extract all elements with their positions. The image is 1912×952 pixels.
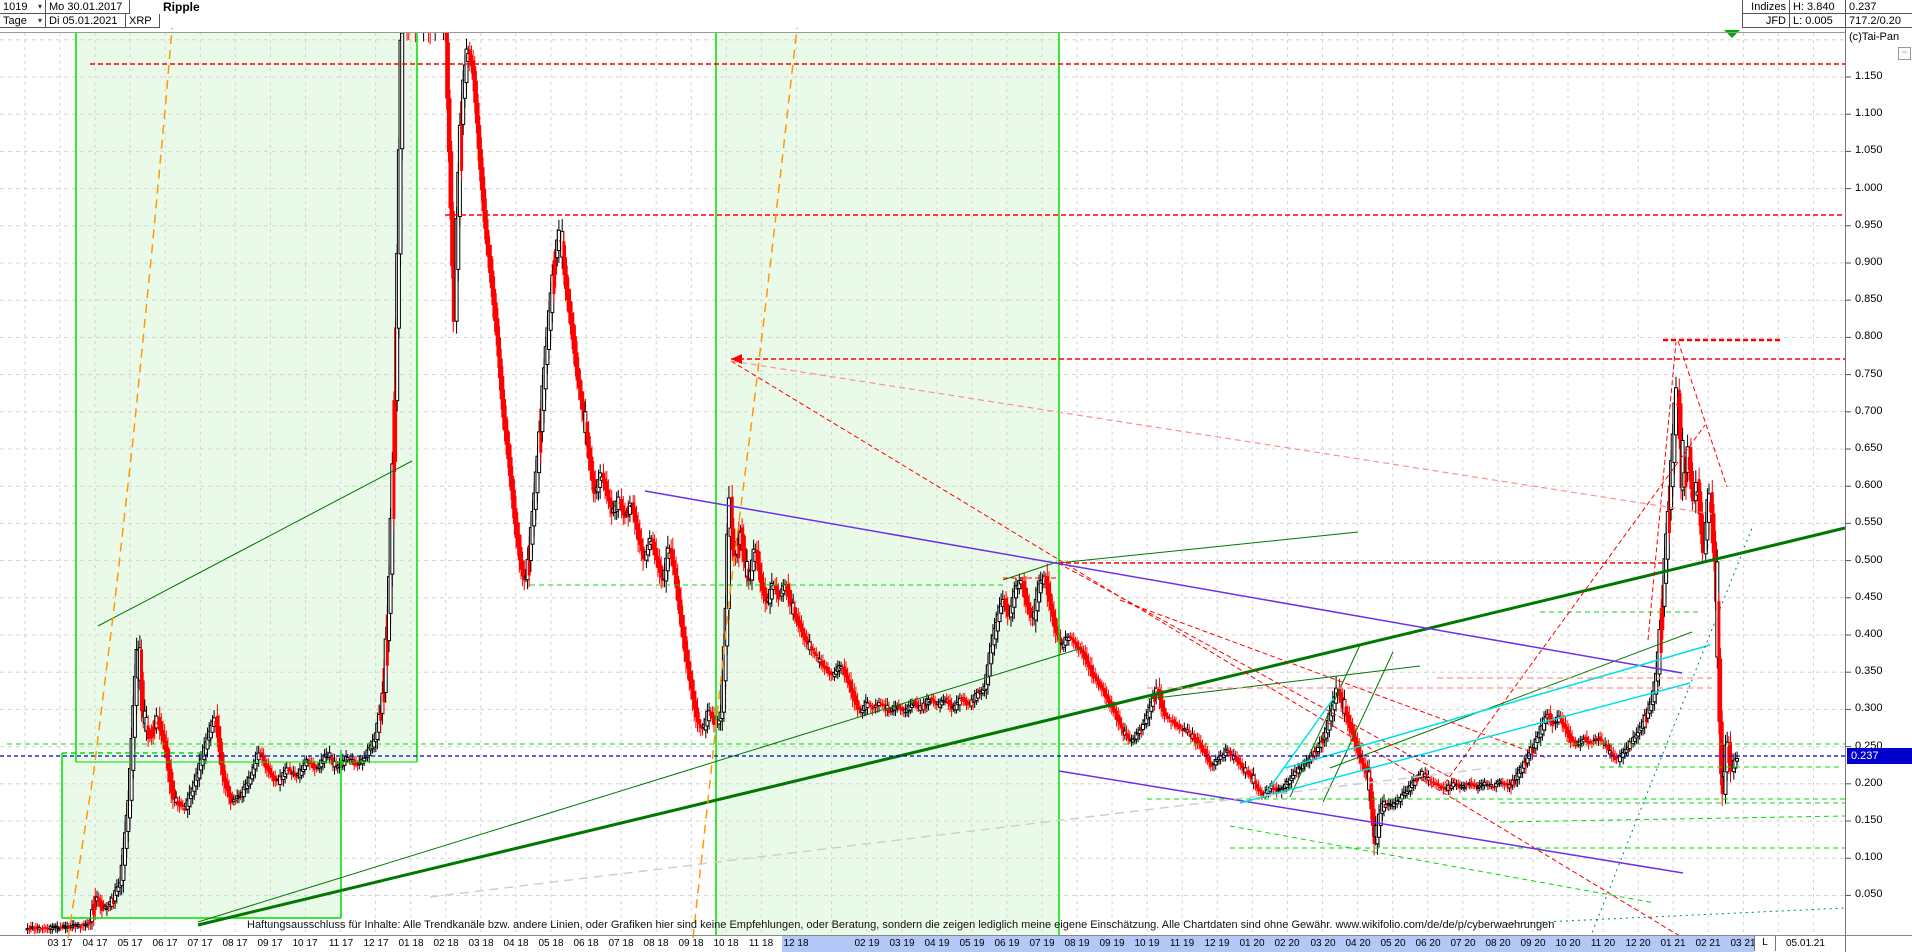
price-label: 0.050	[1855, 888, 1883, 900]
price-label: 0.300	[1855, 702, 1883, 714]
chevron-down-icon: ▾	[37, 16, 42, 25]
symbol-field[interactable]: XRP	[126, 14, 160, 28]
date-label: 09 17	[257, 938, 283, 949]
price-label: 0.900	[1855, 256, 1883, 268]
date-label: 06 18	[573, 938, 599, 949]
disclaimer-text: Haftungsausschluss für Inhalte: Alle Tre…	[247, 919, 1555, 931]
date-label: 07 17	[187, 938, 213, 949]
period-value: Tage	[3, 14, 27, 27]
date-label: 05 17	[117, 938, 143, 949]
price-label: 0.200	[1855, 777, 1883, 789]
date-label: 09 20	[1520, 938, 1546, 949]
date-label: 08 20	[1485, 938, 1511, 949]
date-label: 04 18	[503, 938, 529, 949]
quote-value-2: 717.2/0.20	[1846, 14, 1912, 28]
bars-count-dropdown[interactable]: 1019 ▾	[0, 0, 46, 14]
date-label: 05 19	[959, 938, 985, 949]
date-label: 10 20	[1555, 938, 1581, 949]
date-label: 01 20	[1239, 938, 1265, 949]
price-label: 0.850	[1855, 293, 1883, 305]
date-label: 10 18	[713, 938, 739, 949]
date-label: 01 21	[1660, 938, 1686, 949]
date-label: 10 19	[1134, 938, 1160, 949]
period-low-label: L: 0.005	[1790, 14, 1846, 28]
price-label: 0.100	[1855, 851, 1883, 863]
date-axis[interactable]: 03 17 04 17 05 17 06 17 07 17 08 17 09 17 10 17…	[0, 936, 1912, 952]
price-label: 1.050	[1855, 144, 1883, 156]
date-label: 03 20	[1310, 938, 1336, 949]
quote-source-1: Indizes	[1742, 0, 1790, 14]
bars-count-value: 1019	[3, 0, 28, 13]
date-label: 08 17	[222, 938, 248, 949]
date-label: 11 17	[328, 938, 354, 949]
date-label: 06 20	[1415, 938, 1441, 949]
start-date-value: Mo 30.01.2017	[49, 0, 123, 13]
date-label: 10 17	[292, 938, 318, 949]
copyright-label: (c)Tai-Pan	[1849, 31, 1900, 43]
date-label: 07 19	[1029, 938, 1055, 949]
date-label: 03 18	[468, 938, 494, 949]
price-label: 0.750	[1855, 368, 1883, 380]
date-label: 08 18	[643, 938, 669, 949]
price-label: 0.500	[1855, 554, 1883, 566]
chevron-down-icon: ▾	[37, 2, 42, 11]
date-label: 05 20	[1380, 938, 1406, 949]
instrument-title: Ripple	[163, 0, 200, 14]
date-label: 02 21	[1695, 938, 1721, 949]
collapse-icon[interactable]: −	[1898, 47, 1911, 60]
price-label: 1.000	[1855, 182, 1883, 194]
price-label: 0.150	[1855, 814, 1883, 826]
price-label: 0.400	[1855, 628, 1883, 640]
date-label: 12 20	[1625, 938, 1651, 949]
date-label: 03 21	[1730, 938, 1756, 949]
date-label: 06 19	[994, 938, 1020, 949]
date-label: 12 18	[783, 938, 809, 949]
date-label: 04 20	[1345, 938, 1371, 949]
date-label: 11 19	[1169, 938, 1195, 949]
date-label: 03 19	[889, 938, 915, 949]
start-date-field[interactable]: Mo 30.01.2017	[46, 0, 130, 14]
end-date-value: Di 05.01.2021	[49, 14, 118, 27]
quote-source-2: JFD	[1742, 14, 1790, 28]
date-label: 11 20	[1590, 938, 1616, 949]
date-label: 06 17	[152, 938, 178, 949]
current-price-badge: 0.237	[1847, 748, 1912, 764]
price-label: 0.600	[1855, 479, 1883, 491]
date-label: 09 18	[678, 938, 704, 949]
date-label: 07 18	[608, 938, 634, 949]
price-label: 0.700	[1855, 405, 1883, 417]
date-label: 08 19	[1064, 938, 1090, 949]
date-range-highlight	[782, 936, 1754, 952]
date-label: 07 20	[1450, 938, 1476, 949]
date-label: 12 19	[1204, 938, 1230, 949]
price-label: 1.150	[1855, 70, 1883, 82]
price-label: 0.650	[1855, 442, 1883, 454]
period-high-label: H: 3.840	[1790, 0, 1846, 14]
price-label: 0.550	[1855, 516, 1883, 528]
date-label: 05 18	[538, 938, 564, 949]
date-label: 09 19	[1099, 938, 1125, 949]
symbol-value: XRP	[129, 14, 152, 27]
date-label: 02 18	[433, 938, 459, 949]
price-label: 1.100	[1855, 107, 1883, 119]
date-label: 02 20	[1274, 938, 1300, 949]
period-dropdown[interactable]: Tage ▾	[0, 14, 46, 28]
date-label: 11 18	[748, 938, 774, 949]
last-date-label: 05.01.21	[1786, 938, 1825, 949]
price-label: 0.450	[1855, 591, 1883, 603]
date-label: 12 17	[363, 938, 389, 949]
end-date-field[interactable]: Di 05.01.2021	[46, 14, 126, 28]
last-tick-cell: L	[1754, 936, 1776, 951]
quote-value-1: 0.237	[1846, 0, 1912, 14]
date-label: 02 19	[854, 938, 880, 949]
date-label: 04 17	[82, 938, 108, 949]
price-label: 0.950	[1855, 219, 1883, 231]
price-label: 0.350	[1855, 665, 1883, 677]
date-label: 03 17	[47, 938, 73, 949]
date-label: 04 19	[924, 938, 950, 949]
date-label: 01 18	[398, 938, 424, 949]
price-label: 0.800	[1855, 330, 1883, 342]
